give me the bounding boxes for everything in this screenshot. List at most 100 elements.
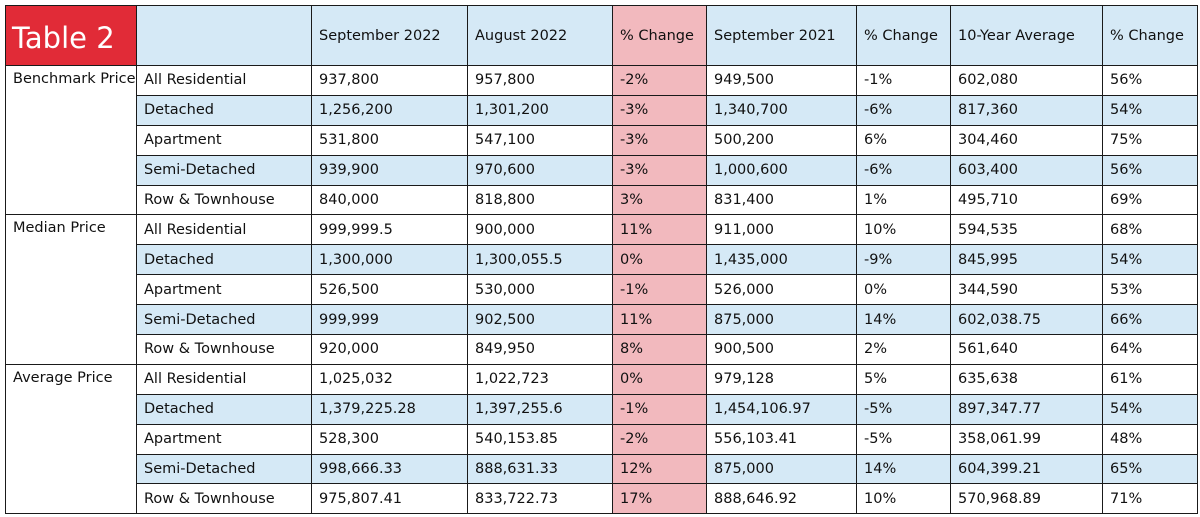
table-title: Table 2 <box>5 5 137 66</box>
value-cell: -2% <box>612 65 707 96</box>
value-cell: 6% <box>856 124 951 156</box>
column-header: 10-Year Average <box>950 5 1103 66</box>
property-type-cell: All Residential <box>136 363 312 395</box>
value-cell: 14% <box>856 453 951 485</box>
table-row: Average Price All Residential 1,025,032 1,0… <box>5 363 1198 515</box>
value-cell: 949,500 <box>706 65 857 96</box>
column-header: % Change <box>856 5 951 66</box>
price-comparison-table: Table 2 September 2022 August 2022 % Cha… <box>5 5 1198 515</box>
value-cell: 902,500 <box>467 304 613 336</box>
value-cell: 939,900 <box>311 154 468 186</box>
value-cell: 66% <box>1102 304 1198 336</box>
value-cell: 17% <box>612 483 707 515</box>
value-cell: 920,000 <box>311 334 468 365</box>
value-cell: 1,256,200 <box>311 94 468 126</box>
value-cell: 547,100 <box>467 124 613 156</box>
value-cell: 526,000 <box>706 274 857 306</box>
table-row: Apartment 528,300 540,153.85 -2% 556,103.41-… <box>6 423 1198 455</box>
table-row: Detached 1,256,200 1,301,200 -3% 1,340,700 -6… <box>6 94 1198 126</box>
value-cell: 75% <box>1102 124 1198 156</box>
value-cell: 61% <box>1102 363 1198 395</box>
value-cell: 14% <box>856 304 951 336</box>
table-row: Semi-Detached 999,999 902,500 11% 875,000 14%… <box>6 304 1198 336</box>
value-cell: 1,340,700 <box>706 94 857 126</box>
value-cell: 48% <box>1102 423 1198 455</box>
value-cell: 999,999.5 <box>311 214 468 246</box>
table-row: Apartment 531,800 547,100 -3% 500,200 6% 304,4… <box>6 124 1198 156</box>
value-cell: 540,153.85 <box>467 423 613 455</box>
value-cell: -3% <box>612 94 707 126</box>
value-cell: 54% <box>1102 94 1198 126</box>
value-cell: 56% <box>1102 65 1198 96</box>
value-cell: 603,400 <box>950 154 1103 186</box>
value-cell: 818,800 <box>467 184 613 216</box>
table-row: Row & Townhouse 840,000 818,800 3% 831,400 1%… <box>6 184 1198 216</box>
value-cell: -6% <box>856 154 951 186</box>
value-cell: 10% <box>856 483 951 515</box>
value-cell: 68% <box>1102 214 1198 246</box>
value-cell: 900,000 <box>467 214 613 246</box>
table-body: Benchmark Price All Residential 937,800 957… <box>5 64 1198 515</box>
property-type-cell: Semi-Detached <box>136 304 312 336</box>
column-header: % Change <box>1102 5 1198 66</box>
property-type-cell: Detached <box>136 244 312 276</box>
value-cell: -1% <box>612 393 707 425</box>
property-type-cell: Semi-Detached <box>136 453 312 485</box>
property-type-cell: Apartment <box>136 274 312 306</box>
value-cell: 840,000 <box>311 184 468 216</box>
column-header: August 2022 <box>467 5 613 66</box>
property-type-cell: Detached <box>136 94 312 126</box>
value-cell: 358,061.99 <box>950 423 1103 455</box>
value-cell: 11% <box>612 214 707 246</box>
value-cell: 64% <box>1102 334 1198 365</box>
value-cell: 970,600 <box>467 154 613 186</box>
value-cell: 11% <box>612 304 707 336</box>
table-row: Median Price All Residential 999,999.5 900,… <box>5 214 1198 365</box>
column-header: September 2022 <box>311 5 468 66</box>
property-type-cell: Row & Townhouse <box>136 334 312 365</box>
value-cell: 1,301,200 <box>467 94 613 126</box>
value-cell: 875,000 <box>706 453 857 485</box>
value-cell: 1,022,723 <box>467 363 613 395</box>
value-cell: 531,800 <box>311 124 468 156</box>
table-row: Benchmark Price All Residential 937,800 957… <box>5 64 1198 216</box>
value-cell: 56% <box>1102 154 1198 186</box>
value-cell: 602,080 <box>950 65 1103 96</box>
table-row: Apartment 526,500 530,000 -1% 526,000 0% 344,5… <box>6 274 1198 306</box>
row-group-label: Average Price <box>5 363 137 515</box>
value-cell: 304,460 <box>950 124 1103 156</box>
table-row: Semi-Detached 939,900 970,600 -3% 1,000,600-… <box>6 154 1198 186</box>
value-cell: 817,360 <box>950 94 1103 126</box>
value-cell: 888,646.92 <box>706 483 857 515</box>
value-cell: 957,800 <box>467 65 613 96</box>
value-cell: 911,000 <box>706 214 857 246</box>
value-cell: 602,038.75 <box>950 304 1103 336</box>
value-cell: 3% <box>612 184 707 216</box>
property-type-cell: Apartment <box>136 124 312 156</box>
value-cell: 69% <box>1102 184 1198 216</box>
value-cell: 1,300,055.5 <box>467 244 613 276</box>
value-cell: 12% <box>612 453 707 485</box>
value-cell: 937,800 <box>311 65 468 96</box>
table-row: Row & Townhouse 920,000 849,950 8% 900,500 2%… <box>6 334 1198 365</box>
value-cell: 833,722.73 <box>467 483 613 515</box>
value-cell: 570,968.89 <box>950 483 1103 515</box>
value-cell: 53% <box>1102 274 1198 306</box>
value-cell: 1,397,255.6 <box>467 393 613 425</box>
column-header: % Change <box>612 5 707 66</box>
value-cell: 1,379,225.28 <box>311 393 468 425</box>
value-cell: 1,000,600 <box>706 154 857 186</box>
row-group-label: Median Price <box>5 214 137 365</box>
value-cell: -3% <box>612 154 707 186</box>
value-cell: 344,590 <box>950 274 1103 306</box>
table-row: Detached 1,300,000 1,300,055.5 0% 1,435,000-… <box>6 244 1198 276</box>
value-cell: -5% <box>856 393 951 425</box>
value-cell: 54% <box>1102 244 1198 276</box>
value-cell: 0% <box>612 363 707 395</box>
value-cell: 2% <box>856 334 951 365</box>
value-cell: 500,200 <box>706 124 857 156</box>
value-cell: 604,399.21 <box>950 453 1103 485</box>
header-blank-cell <box>136 5 312 66</box>
value-cell: 975,807.41 <box>311 483 468 515</box>
value-cell: 1,454,106.97 <box>706 393 857 425</box>
